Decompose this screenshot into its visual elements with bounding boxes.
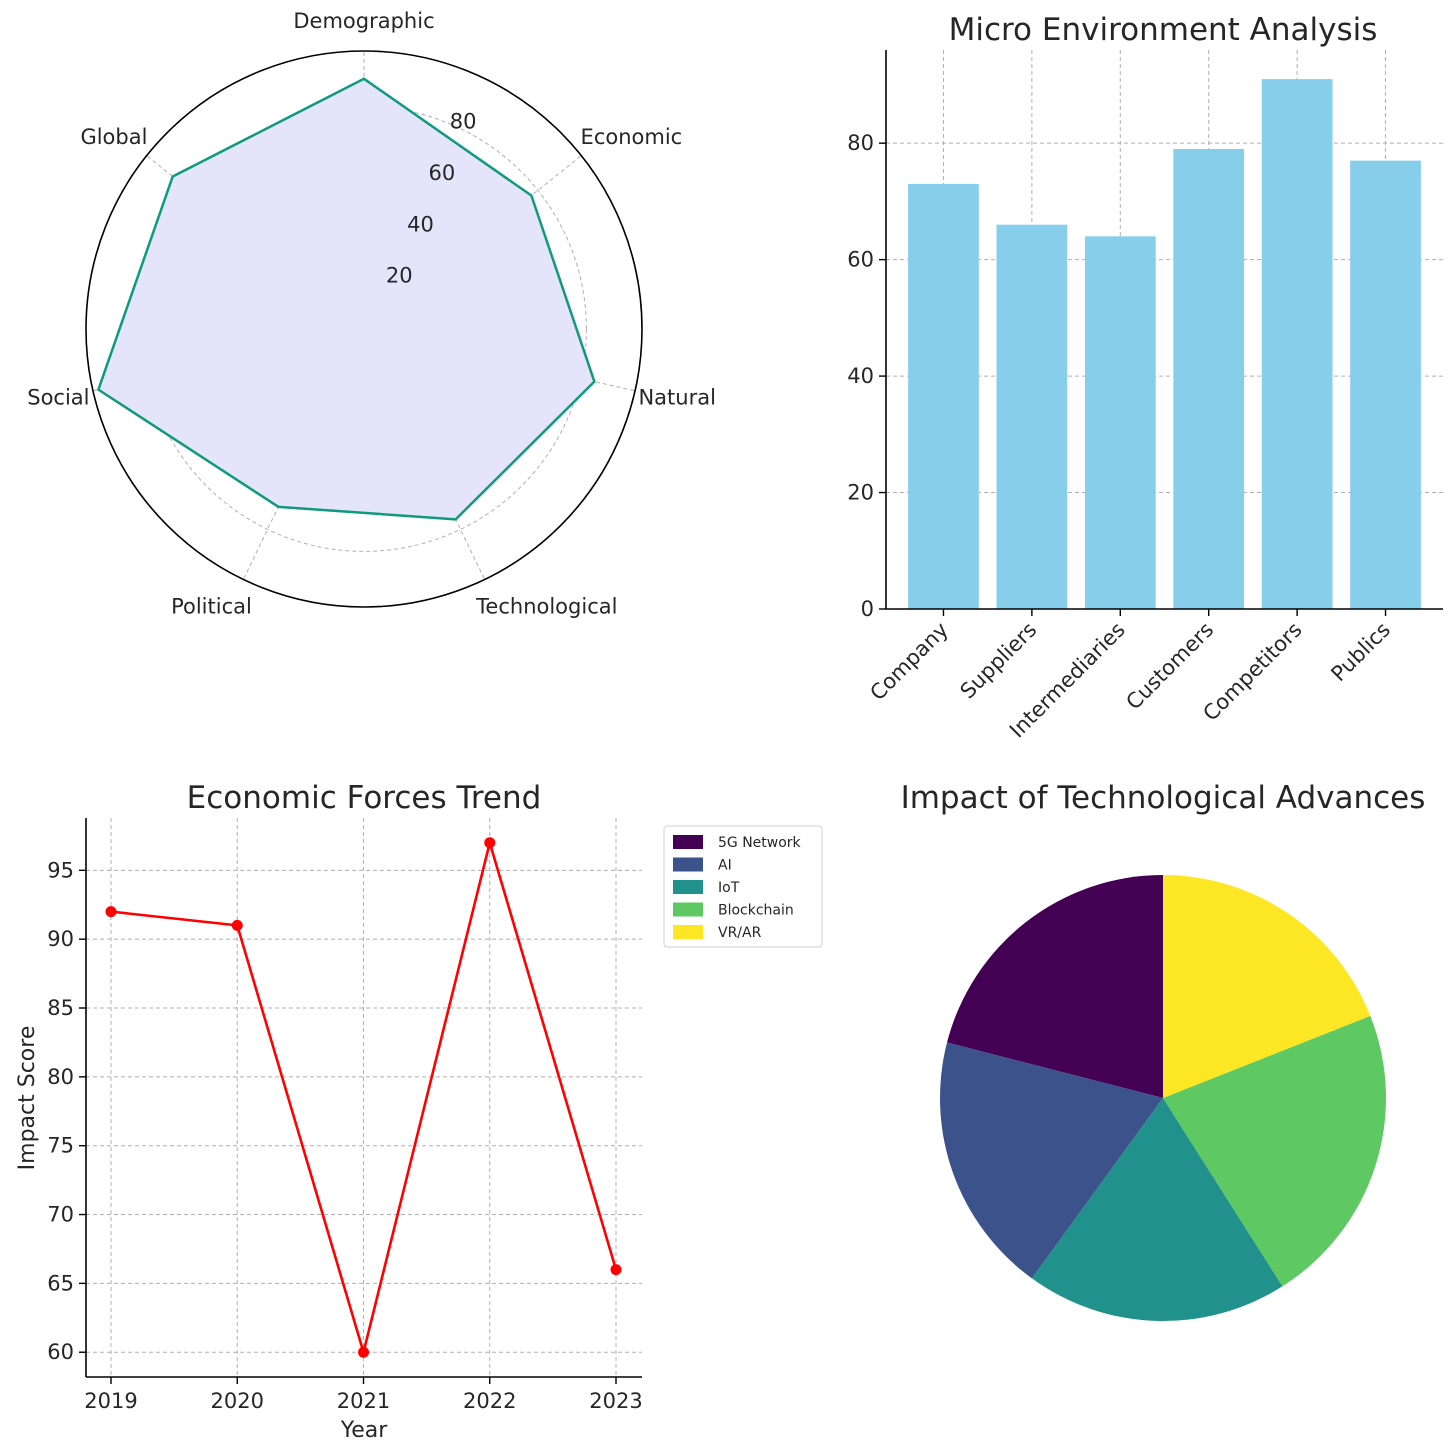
line-ytick-label: 95 <box>47 858 74 882</box>
bar-intermediaries <box>1084 236 1156 610</box>
bar-suppliers <box>996 224 1068 609</box>
line-xtick-label: 2020 <box>211 1389 264 1413</box>
line-ytick-label: 90 <box>47 927 74 951</box>
line-xtick-label: 2023 <box>589 1389 642 1413</box>
bar-customers <box>1173 148 1245 610</box>
bar-ytick-label: 60 <box>847 248 874 272</box>
bar-ytick-label: 40 <box>847 364 874 388</box>
legend-label: Blockchain <box>718 903 794 919</box>
bar-chart: Micro Environment Analysis 0 20 40 60 80 Comp… <box>847 12 1443 742</box>
radar-category-label: Economic <box>581 125 683 149</box>
pie-legend: 5G Network AI IoT Blockchain VR/AR <box>663 825 823 948</box>
legend-label: IoT <box>718 880 740 896</box>
radar-series-line <box>97 77 596 521</box>
bar-xtick-label: Suppliers <box>956 618 1042 704</box>
bar-xtick-label: Company <box>865 618 953 706</box>
line-point-2022 <box>484 837 496 849</box>
radar-spoke <box>363 155 582 330</box>
radar-outer-frame <box>85 50 643 608</box>
pie-slice-blockchain <box>1163 1015 1386 1287</box>
line-chart-title: Economic Forces Trend <box>187 780 542 816</box>
line-ytick-label: 70 <box>47 1203 74 1227</box>
bar-chart-title: Micro Environment Analysis <box>949 12 1378 48</box>
bar-publics <box>1350 160 1421 609</box>
line-ytick-label: 60 <box>47 1340 74 1364</box>
pie-slice-5g-network <box>947 875 1163 1098</box>
bar-ytick-label: 20 <box>847 481 874 505</box>
radar-grid-ring <box>141 106 587 552</box>
radar-category-label: Demographic <box>293 9 434 33</box>
legend-frame <box>663 825 823 948</box>
legend-swatch <box>673 857 703 872</box>
line-xtick-label: 2019 <box>84 1389 137 1413</box>
pie-slice-iot <box>1031 1098 1283 1321</box>
radar-rtick-label: 20 <box>386 264 413 288</box>
legend-swatch <box>673 835 703 849</box>
pie-chart-title: Impact of Technological Advances <box>901 780 1426 816</box>
radar-rtick-label: 40 <box>407 212 434 236</box>
radar-chart: 20 40 60 80 Demographic Economic Natural Techno… <box>27 9 716 618</box>
legend-swatch <box>673 902 703 917</box>
line-chart-ylabel: Impact Score <box>15 1026 40 1171</box>
line-point-2021 <box>358 1346 369 1358</box>
line-chart-xlabel: Year <box>340 1418 389 1443</box>
radar-category-label: Political <box>171 594 252 618</box>
legend-label: AI <box>718 858 732 874</box>
line-xtick-label: 2022 <box>463 1389 516 1413</box>
pie-chart: Impact of Technological Advances <box>901 780 1426 1321</box>
line-point-2020 <box>231 919 243 931</box>
legend-swatch <box>673 880 703 894</box>
line-chart: Economic Forces Trend Year Impact Score … <box>15 780 643 1443</box>
radar-spoke <box>363 328 486 580</box>
radar-category-label: Global <box>80 125 147 149</box>
radar-rtick-label: 80 <box>450 110 477 134</box>
bar-xtick-label: Customers <box>1121 618 1218 715</box>
line-ytick-label: 80 <box>47 1065 74 1089</box>
radar-category-label: Social <box>27 386 89 410</box>
bar-ytick-label: 80 <box>847 131 874 155</box>
bar-xtick-label: Publics <box>1326 618 1395 687</box>
radar-spoke <box>242 328 365 580</box>
pie-slice-vr-ar <box>1163 875 1371 1098</box>
line-point-2023 <box>610 1264 622 1276</box>
radar-category-label: Technological <box>475 594 617 618</box>
legend-swatch <box>673 925 703 939</box>
line-ytick-label: 75 <box>47 1134 74 1158</box>
line-xtick-label: 2021 <box>337 1389 390 1413</box>
radar-rtick-label: 60 <box>428 161 455 185</box>
line-point-2019 <box>105 906 117 918</box>
bar-competitors <box>1261 79 1333 610</box>
line-ytick-label: 85 <box>47 996 74 1020</box>
legend-label: 5G Network <box>718 835 802 851</box>
radar-category-label: Natural <box>638 386 715 410</box>
bar-company <box>908 183 979 610</box>
legend-label: VR/AR <box>718 925 762 941</box>
bar-ytick-label: 0 <box>861 597 874 621</box>
line-ytick-label: 65 <box>47 1271 74 1295</box>
radar-fill <box>98 78 595 520</box>
pie-slice-ai <box>939 1042 1163 1279</box>
